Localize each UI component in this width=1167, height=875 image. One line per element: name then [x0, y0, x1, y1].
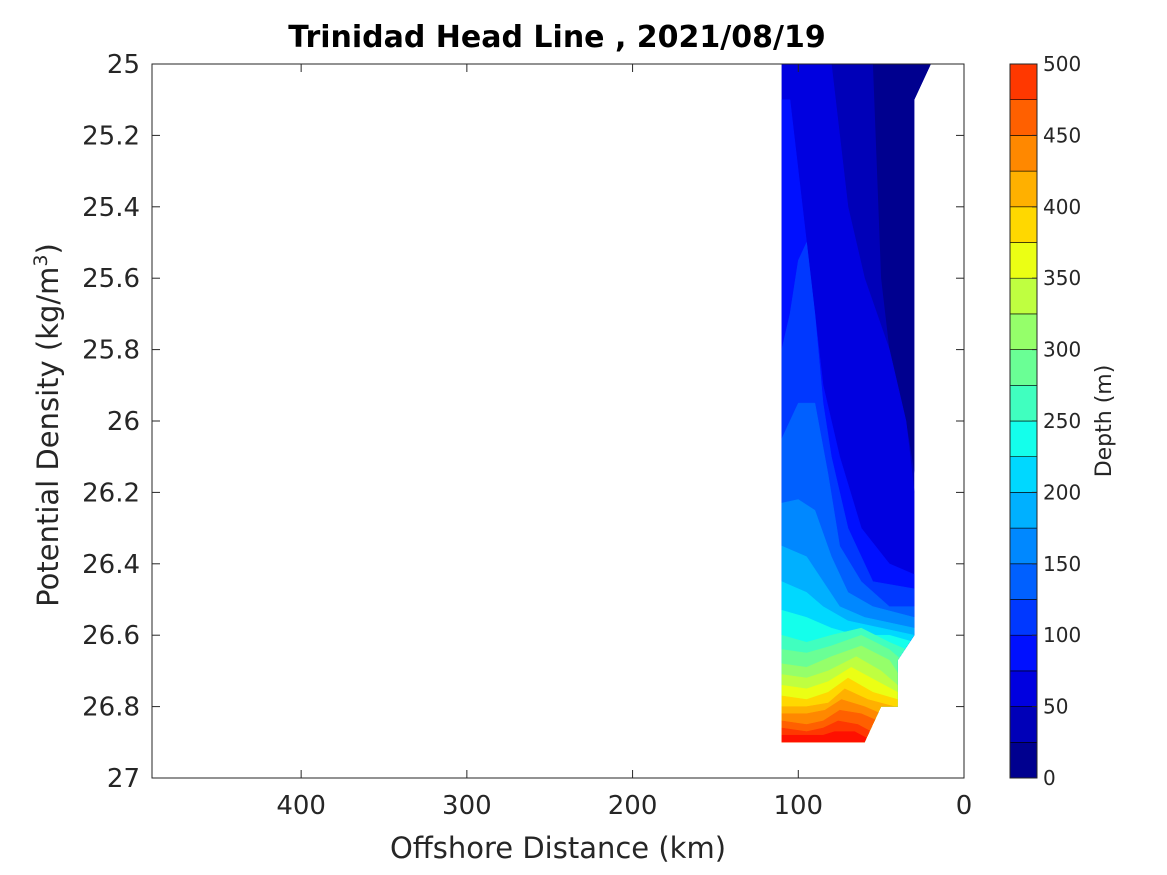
y-axis-title-superscript: 3: [30, 254, 52, 266]
colorbar-swatch: [1009, 242, 1038, 279]
y-tick-label: 25.8: [82, 336, 140, 366]
plot-area: 400 300 200 100 0 25 25.2 25.4 25.6 25.8 26 26.2 26…: [82, 50, 972, 821]
contour-band-475: [781, 731, 931, 743]
colorbar-tick-label: 200: [1043, 480, 1081, 504]
colorbar-swatch: [1009, 99, 1038, 136]
y-tick-label: 26.2: [82, 478, 140, 508]
colorbar-swatch: [1009, 63, 1038, 101]
x-tick-label: 200: [608, 791, 658, 821]
colorbar-swatch: [1009, 135, 1038, 172]
colorbar-tick-label: 350: [1043, 266, 1081, 290]
colorbar-swatch: [1009, 170, 1038, 208]
colorbar-tick-label: 150: [1043, 552, 1081, 576]
colorbar-swatch: [1009, 527, 1038, 565]
colorbar-tick-label: 250: [1043, 409, 1081, 433]
colorbar-swatch: [1009, 420, 1038, 458]
colorbar-swatch: [1009, 741, 1038, 779]
colorbar-swatch: [1009, 349, 1038, 386]
colorbar-swatch: [1009, 277, 1038, 315]
colorbar-tick-label: 500: [1043, 52, 1081, 76]
y-tick-label: 26.8: [82, 693, 140, 723]
x-tick-label: 300: [442, 791, 492, 821]
y-tick-label: 26.4: [82, 550, 140, 580]
y-axis-title: Potential Density (kg/m3): [30, 243, 65, 607]
y-tick-label: 25.6: [82, 264, 140, 294]
colorbar-tick-label: 300: [1043, 338, 1081, 362]
chart-title: Trinidad Head Line , 2021/08/19: [288, 20, 825, 55]
colorbar-tick-label: 400: [1043, 195, 1081, 219]
y-tick-label: 26: [107, 407, 140, 437]
colorbar-swatch: [1009, 206, 1038, 243]
x-axis-ticks: 400 300 200 100 0: [276, 64, 972, 821]
x-tick-label: 100: [773, 791, 823, 821]
y-tick-label: 27: [107, 764, 140, 794]
colorbar-tick-label: 50: [1043, 695, 1068, 719]
colorbar-swatch: [1009, 492, 1038, 529]
colorbar-swatches: [1009, 63, 1038, 779]
colorbar-swatch: [1009, 313, 1038, 350]
colorbar-swatch: [1009, 670, 1038, 707]
y-tick-label: 25.2: [82, 121, 140, 151]
colorbar-tick-label: 100: [1043, 623, 1081, 647]
colorbar-swatch: [1009, 563, 1038, 600]
colorbar-swatch: [1009, 456, 1038, 493]
y-tick-label: 26.6: [82, 621, 140, 651]
y-tick-label: 25: [107, 50, 140, 80]
colorbar-tick-label: 450: [1043, 123, 1081, 147]
y-axis-title-close: ): [31, 243, 65, 254]
y-axis-title-main: Potential Density (kg/m: [31, 267, 65, 607]
colorbar-ticks: 0 50 100 150 200 250 300 350 400 450 500: [1032, 52, 1081, 790]
colorbar-swatch: [1009, 384, 1038, 422]
y-axis-ticks: 25 25.2 25.4 25.6 25.8 26 26.2 26.4 26.6 26.8 27: [82, 50, 964, 794]
contour-band-450: [781, 720, 931, 743]
colorbar-swatch: [1009, 634, 1038, 672]
y-tick-label: 25.4: [82, 193, 140, 223]
x-tick-label: 400: [276, 791, 326, 821]
colorbar-tick-label: 0: [1043, 766, 1056, 790]
colorbar-swatch: [1009, 599, 1038, 636]
x-axis-title: Offshore Distance (km): [390, 831, 726, 865]
colorbar: 0 50 100 150 200 250 300 350 400 450 500 Depth (m): [1009, 52, 1117, 790]
colorbar-title: Depth (m): [1092, 365, 1117, 478]
x-tick-label: 0: [956, 791, 973, 821]
colorbar-swatch: [1009, 706, 1038, 743]
